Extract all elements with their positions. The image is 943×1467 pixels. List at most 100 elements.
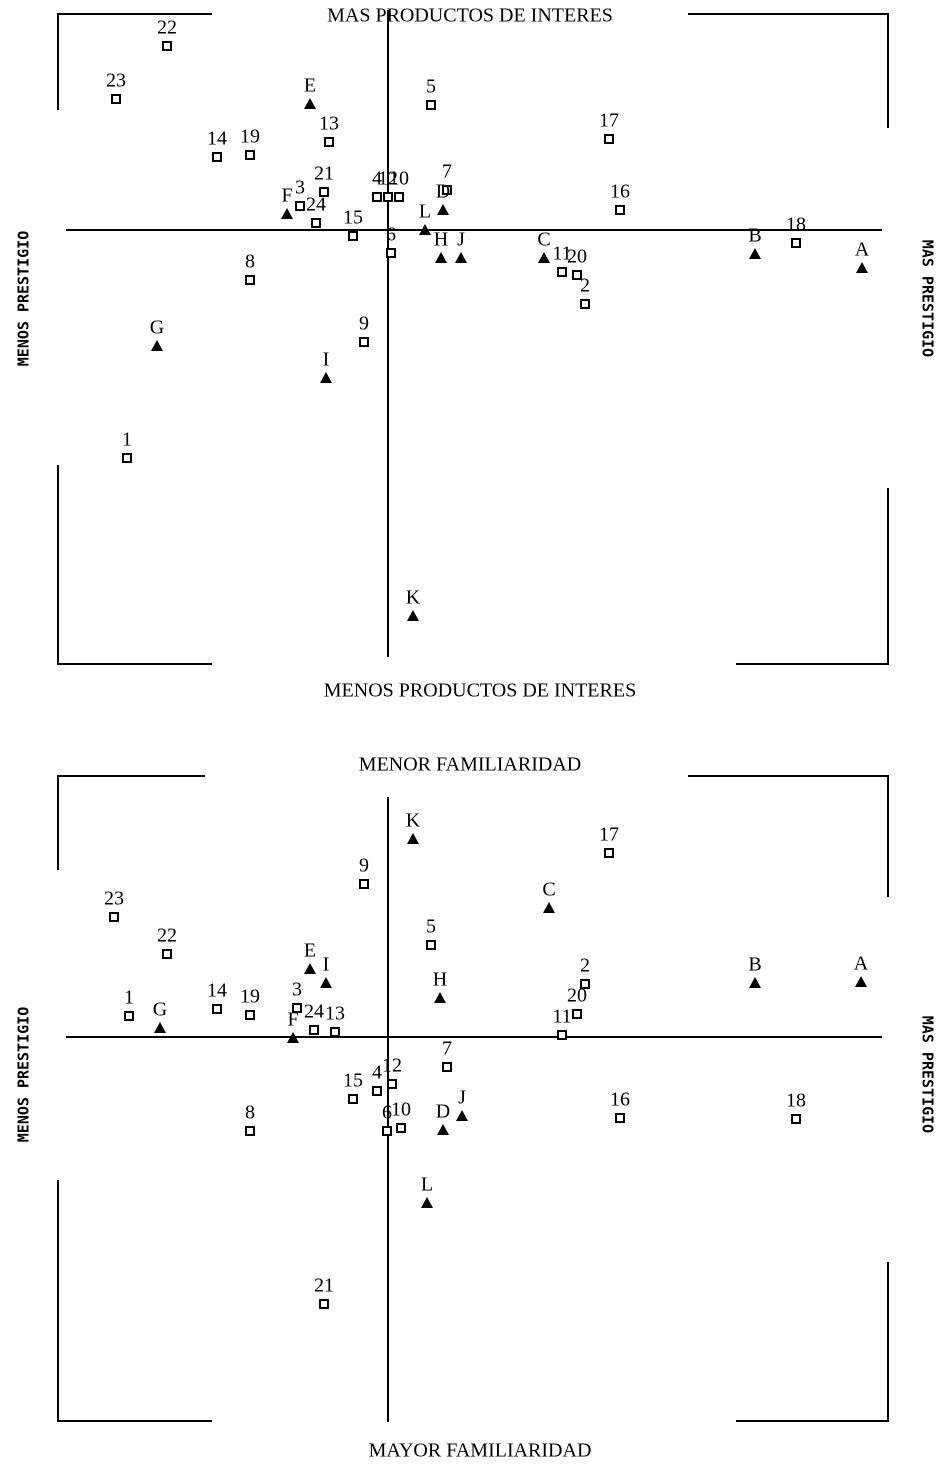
point xyxy=(359,337,369,347)
point xyxy=(122,453,132,463)
axis-title-left: MENOS PRESTIGIO xyxy=(15,1007,33,1142)
point xyxy=(304,98,316,109)
point-label: 13 xyxy=(325,1003,345,1025)
point xyxy=(382,1126,392,1136)
point xyxy=(162,41,172,51)
point xyxy=(304,963,316,974)
point xyxy=(442,185,452,195)
point xyxy=(295,201,305,211)
point-label: 4 xyxy=(372,168,382,190)
point-label: 24 xyxy=(306,194,326,216)
point-label: 14 xyxy=(207,128,227,150)
point-label: 15 xyxy=(343,1070,363,1092)
point-label: 10 xyxy=(389,168,409,190)
point xyxy=(394,192,404,202)
point xyxy=(456,1110,468,1121)
axis-title-bottom: MAYOR FAMILIARIDAD xyxy=(369,1440,592,1462)
point-label: C xyxy=(542,879,555,901)
point xyxy=(281,208,293,219)
point xyxy=(212,152,222,162)
axis-title-right: MAS PRESTIGIO xyxy=(919,240,937,357)
point-label: 21 xyxy=(314,163,334,185)
point-label: J xyxy=(458,1087,466,1109)
point xyxy=(309,1025,319,1035)
point xyxy=(372,1086,382,1096)
point-label: 14 xyxy=(207,980,227,1002)
point-label: 9 xyxy=(359,313,369,335)
point xyxy=(580,299,590,309)
frame xyxy=(57,13,889,665)
point-label: 6 xyxy=(382,1102,392,1124)
point xyxy=(604,134,614,144)
point-label: 8 xyxy=(245,1102,255,1124)
point-label: 5 xyxy=(426,76,436,98)
point xyxy=(109,912,119,922)
axis-title-top: MAS PRODUCTOS DE INTERES xyxy=(327,5,613,27)
point xyxy=(538,252,550,263)
point-label: 18 xyxy=(786,214,806,236)
point xyxy=(330,1027,340,1037)
point xyxy=(320,372,332,383)
point-label: E xyxy=(304,940,316,962)
point xyxy=(292,1003,302,1013)
point xyxy=(245,150,255,160)
point-label: 22 xyxy=(157,925,177,947)
point-label: 1 xyxy=(124,987,134,1009)
point-label: 19 xyxy=(240,986,260,1008)
point-label: K xyxy=(406,810,421,832)
axis-title-left: MENOS PRESTIGIO xyxy=(15,231,33,366)
point xyxy=(572,1009,582,1019)
point xyxy=(557,1030,567,1040)
point xyxy=(124,1011,134,1021)
point xyxy=(435,252,447,263)
point-label: 3 xyxy=(295,177,305,199)
point xyxy=(151,340,163,351)
point-label: A xyxy=(854,953,869,975)
point xyxy=(437,204,449,215)
point xyxy=(386,248,396,258)
point-label: 20 xyxy=(567,246,587,268)
point-label: 11 xyxy=(552,243,571,265)
point xyxy=(421,1197,433,1208)
point xyxy=(324,137,334,147)
point xyxy=(442,1062,452,1072)
point-label: 7 xyxy=(442,1038,452,1060)
point-label: 12 xyxy=(382,1055,402,1077)
point xyxy=(311,218,321,228)
point xyxy=(437,1124,449,1135)
point xyxy=(557,267,567,277)
point-label: E xyxy=(304,75,316,97)
point-label: J xyxy=(457,229,465,251)
point xyxy=(572,270,582,280)
point xyxy=(615,1113,625,1123)
axis-title-right: MAS PRESTIGIO xyxy=(919,1016,937,1133)
point xyxy=(791,1114,801,1124)
point xyxy=(162,949,172,959)
point xyxy=(791,238,801,248)
point xyxy=(855,976,867,987)
point-label: 7 xyxy=(442,161,452,183)
point-label: 1 xyxy=(122,429,132,451)
point xyxy=(407,833,419,844)
point-label: 11 xyxy=(552,1006,571,1028)
point xyxy=(434,992,446,1003)
point xyxy=(348,1094,358,1104)
point-label: F xyxy=(281,185,292,207)
point-label: I xyxy=(323,349,330,371)
point-label: 4 xyxy=(372,1062,382,1084)
point-label: L xyxy=(419,201,431,223)
point-label: 20 xyxy=(567,985,587,1007)
point xyxy=(749,248,761,259)
point xyxy=(287,1032,299,1043)
point-label: C xyxy=(537,229,550,251)
point-label: 15 xyxy=(343,207,363,229)
point-label: D xyxy=(436,181,450,203)
point xyxy=(245,1126,255,1136)
point xyxy=(387,1079,397,1089)
frame xyxy=(57,775,889,1422)
point-label: B xyxy=(748,225,761,247)
point-label: F xyxy=(287,1009,298,1031)
point xyxy=(212,1004,222,1014)
point-label: 2 xyxy=(580,955,590,977)
